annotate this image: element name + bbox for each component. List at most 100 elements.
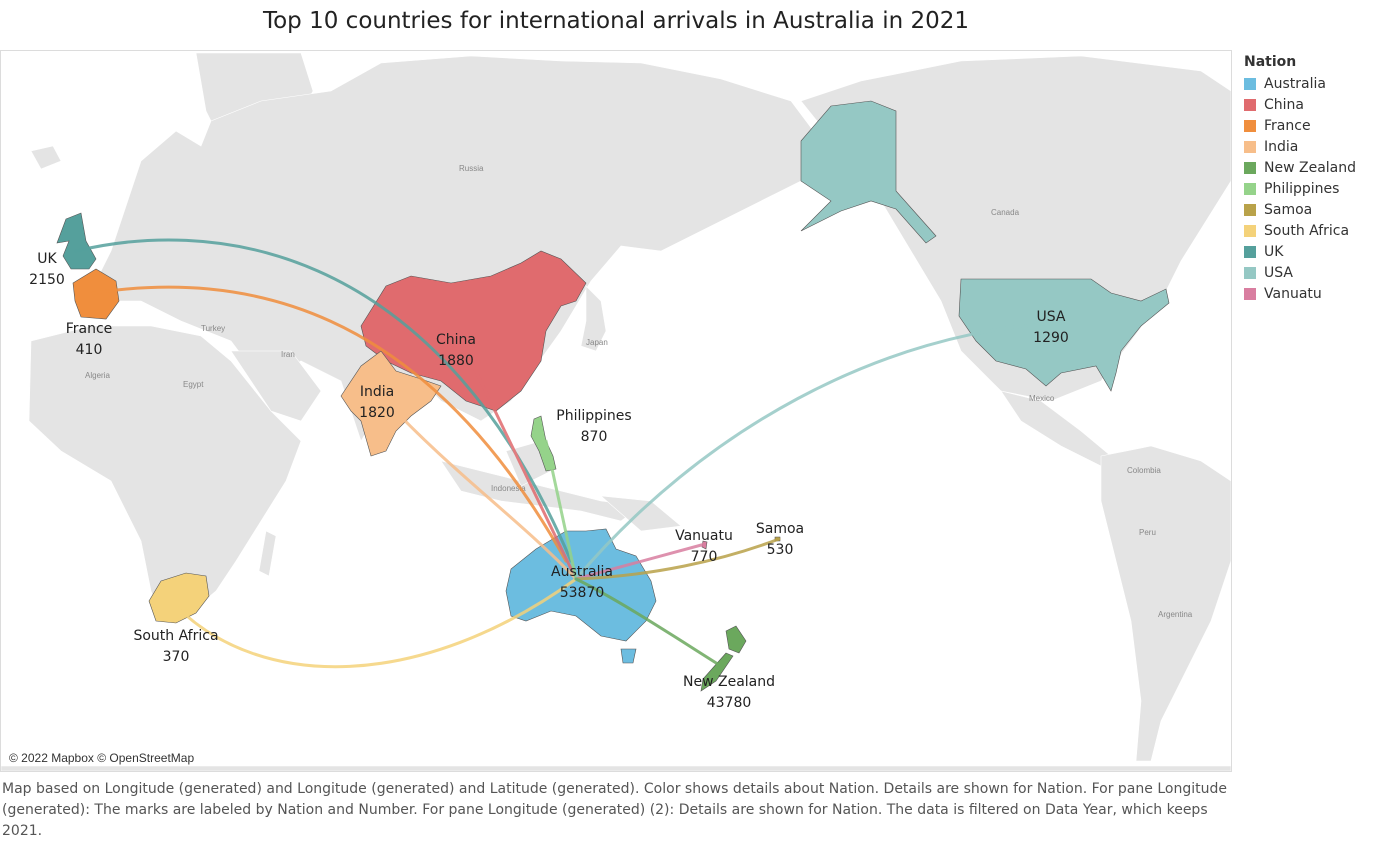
label-china-number: 1880 bbox=[438, 353, 474, 369]
legend-item-china[interactable]: China bbox=[1244, 94, 1380, 115]
legend-item-australia[interactable]: Australia bbox=[1244, 73, 1380, 94]
legend-swatch bbox=[1244, 98, 1256, 111]
legend-item-uk[interactable]: UK bbox=[1244, 241, 1380, 262]
landmass-central-america bbox=[1000, 390, 1112, 467]
country-india[interactable] bbox=[340, 350, 442, 457]
legend-swatch bbox=[1244, 119, 1256, 132]
map-canvas[interactable]: Russia Canada Turkey Iran Egypt Algeria … bbox=[1, 51, 1231, 771]
label-france-name: France bbox=[66, 321, 113, 337]
legend-swatch bbox=[1244, 77, 1256, 90]
legend-label: Philippines bbox=[1264, 180, 1340, 197]
label-uk-name: UK bbox=[37, 251, 57, 267]
landmass-japan bbox=[580, 285, 607, 352]
legend-swatch bbox=[1244, 224, 1256, 237]
legend-label: New Zealand bbox=[1264, 159, 1356, 176]
country-uk[interactable] bbox=[56, 212, 97, 270]
label-uk-number: 2150 bbox=[29, 272, 65, 288]
legend-item-south-africa[interactable]: South Africa bbox=[1244, 220, 1380, 241]
label-india-name: India bbox=[360, 384, 394, 400]
label-samoa-number: 530 bbox=[767, 542, 794, 558]
label-samoa-name: Samoa bbox=[756, 521, 804, 537]
geo-label-egypt: Egypt bbox=[183, 380, 204, 389]
label-new-zealand-name: New Zealand bbox=[683, 674, 775, 690]
landmass-arabia bbox=[230, 350, 322, 422]
arc-usa bbox=[574, 321, 1063, 581]
label-australia-name: Australia bbox=[551, 564, 613, 580]
arc-south-africa bbox=[174, 577, 578, 669]
legend-swatch bbox=[1244, 203, 1256, 216]
label-new-zealand-number: 43780 bbox=[707, 695, 752, 711]
label-philippines-number: 870 bbox=[581, 429, 608, 445]
landmass-madagascar bbox=[258, 530, 277, 577]
legend-item-new-zealand[interactable]: New Zealand bbox=[1244, 157, 1380, 178]
landmass-south-america bbox=[1100, 445, 1231, 762]
legend-label: USA bbox=[1264, 264, 1293, 281]
label-south-africa-number: 370 bbox=[163, 649, 190, 665]
landmass-antarctica bbox=[1, 765, 1231, 771]
arc-france bbox=[91, 285, 568, 563]
arc-vanuatu bbox=[574, 542, 707, 581]
map-view[interactable]: Russia Canada Turkey Iran Egypt Algeria … bbox=[0, 50, 1232, 772]
geo-label-indonesia: Indonesia bbox=[491, 484, 526, 493]
label-vanuatu-name: Vanuatu bbox=[675, 528, 733, 544]
map-caption: Map based on Longitude (generated) and L… bbox=[2, 781, 1227, 839]
label-usa-number: 1290 bbox=[1033, 330, 1069, 346]
basemap-labels: Russia Canada Turkey Iran Egypt Algeria … bbox=[85, 164, 1193, 619]
legend-label: France bbox=[1264, 117, 1311, 134]
geo-label-canada: Canada bbox=[991, 208, 1020, 217]
arc-india bbox=[384, 399, 578, 581]
arc-philippines bbox=[544, 439, 578, 581]
country-usa-alaska[interactable] bbox=[800, 100, 937, 244]
legend-item-usa[interactable]: USA bbox=[1244, 262, 1380, 283]
country-australia[interactable] bbox=[505, 528, 657, 642]
country-shapes[interactable] bbox=[56, 100, 1170, 692]
geo-label-argentina: Argentina bbox=[1158, 610, 1193, 619]
geo-label-mexico: Mexico bbox=[1029, 394, 1055, 403]
legend-label: Vanuatu bbox=[1264, 285, 1322, 302]
map-attribution[interactable]: © 2022 Mapbox © OpenStreetMap bbox=[9, 751, 195, 765]
legend-label: Australia bbox=[1264, 75, 1326, 92]
flow-arcs bbox=[74, 238, 1063, 669]
country-new-zealand-north[interactable] bbox=[725, 625, 747, 654]
legend-item-france[interactable]: France bbox=[1244, 115, 1380, 136]
geo-label-japan: Japan bbox=[586, 338, 608, 347]
label-france-number: 410 bbox=[76, 342, 103, 358]
label-china-name: China bbox=[436, 332, 476, 348]
arc-new-zealand bbox=[574, 577, 723, 668]
legend-swatch bbox=[1244, 287, 1256, 300]
country-south-africa[interactable] bbox=[148, 572, 210, 624]
label-philippines-name: Philippines bbox=[556, 408, 631, 424]
legend-label: South Africa bbox=[1264, 222, 1350, 239]
geo-label-iran: Iran bbox=[281, 350, 295, 359]
country-australia-tasmania[interactable] bbox=[620, 648, 637, 664]
country-china[interactable] bbox=[360, 250, 587, 412]
geo-label-algeria: Algeria bbox=[85, 371, 110, 380]
chart-title: Top 10 countries for international arriv… bbox=[262, 8, 970, 34]
arc-china bbox=[469, 359, 578, 581]
landmass-papua bbox=[600, 495, 682, 532]
legend-label: Samoa bbox=[1264, 201, 1313, 218]
legend-swatch bbox=[1244, 182, 1256, 195]
legend-swatch bbox=[1244, 266, 1256, 279]
legend-item-philippines[interactable]: Philippines bbox=[1244, 178, 1380, 199]
country-new-zealand-south[interactable] bbox=[700, 652, 734, 692]
legend-swatch bbox=[1244, 245, 1256, 258]
legend: Nation Australia China France India New Zeal… bbox=[1244, 54, 1380, 304]
geo-label-russia: Russia bbox=[459, 164, 484, 173]
label-australia-number: 53870 bbox=[560, 585, 605, 601]
legend-item-india[interactable]: India bbox=[1244, 136, 1380, 157]
legend-item-samoa[interactable]: Samoa bbox=[1244, 199, 1380, 220]
label-usa-name: USA bbox=[1037, 309, 1066, 325]
legend-items: Australia China France India New Zealand Phil… bbox=[1244, 73, 1380, 304]
legend-label: UK bbox=[1264, 243, 1284, 260]
legend-label: China bbox=[1264, 96, 1304, 113]
label-south-africa-name: South Africa bbox=[133, 628, 218, 644]
country-usa[interactable] bbox=[958, 278, 1170, 392]
arc-samoa bbox=[574, 537, 781, 581]
geo-label-turkey: Turkey bbox=[201, 324, 225, 333]
data-labels: Australia 53870 New Zealand 43780 UK 215… bbox=[29, 251, 1069, 711]
geo-label-peru: Peru bbox=[1139, 528, 1156, 537]
landmass-africa bbox=[28, 325, 302, 617]
legend-label: India bbox=[1264, 138, 1299, 155]
legend-item-vanuatu[interactable]: Vanuatu bbox=[1244, 283, 1380, 304]
